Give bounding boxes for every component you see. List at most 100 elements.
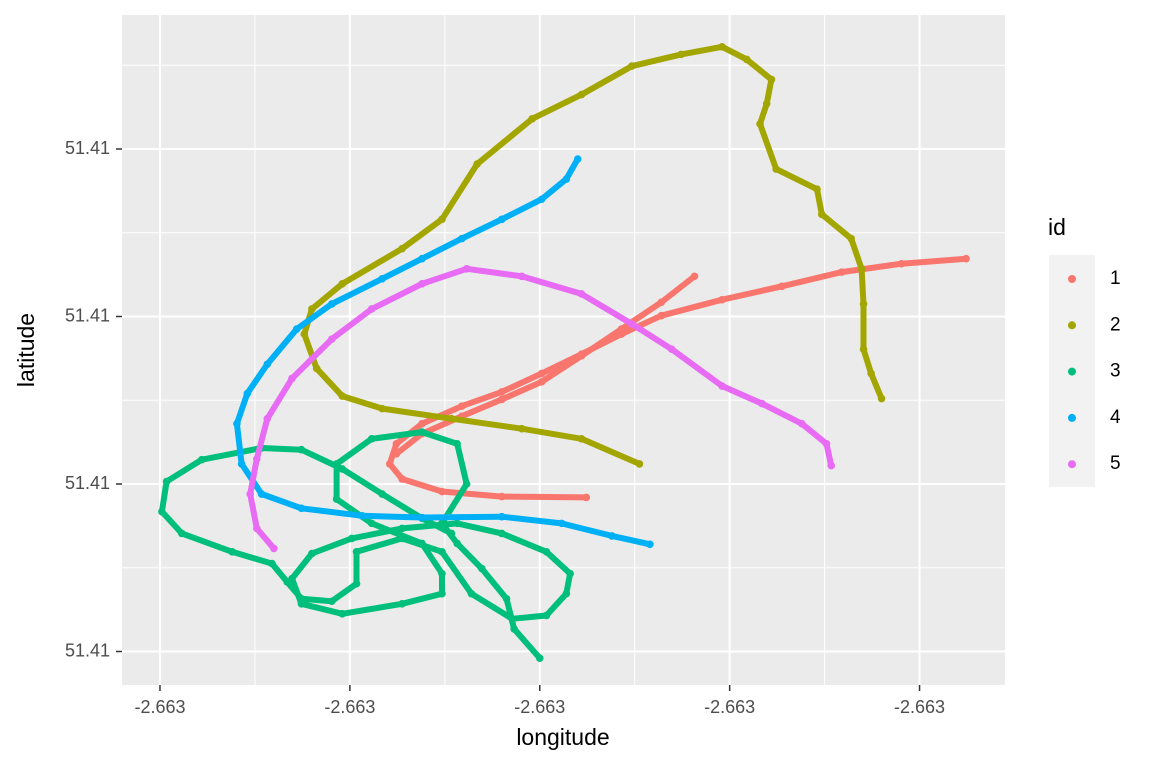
point bbox=[628, 320, 636, 328]
point bbox=[542, 548, 551, 556]
track bbox=[300, 43, 886, 468]
point bbox=[458, 402, 466, 410]
point bbox=[438, 589, 446, 598]
point bbox=[263, 360, 272, 369]
point bbox=[398, 524, 406, 533]
track bbox=[233, 155, 654, 549]
point bbox=[162, 477, 171, 486]
point bbox=[297, 594, 306, 603]
point bbox=[690, 272, 699, 281]
point bbox=[817, 210, 826, 219]
point bbox=[367, 434, 376, 443]
point bbox=[418, 428, 426, 436]
x-axis-title: longitude bbox=[516, 724, 609, 750]
point bbox=[897, 259, 906, 268]
point bbox=[447, 414, 456, 423]
point bbox=[447, 529, 456, 538]
point bbox=[628, 62, 636, 70]
point bbox=[657, 298, 666, 307]
point bbox=[328, 597, 336, 606]
point bbox=[822, 440, 831, 448]
point bbox=[257, 490, 266, 498]
point bbox=[859, 300, 868, 308]
point bbox=[478, 564, 486, 573]
point bbox=[577, 352, 586, 360]
point bbox=[859, 345, 868, 353]
point bbox=[438, 519, 446, 528]
point bbox=[510, 625, 518, 633]
point bbox=[798, 419, 806, 428]
track bbox=[246, 264, 836, 553]
point bbox=[453, 440, 461, 448]
point bbox=[283, 578, 292, 586]
point bbox=[338, 280, 347, 288]
point bbox=[497, 215, 506, 224]
legend-swatch bbox=[1068, 413, 1076, 422]
point bbox=[573, 155, 582, 163]
point bbox=[742, 55, 751, 64]
point bbox=[467, 589, 476, 598]
point bbox=[566, 569, 574, 578]
point bbox=[398, 475, 406, 483]
point bbox=[827, 461, 836, 470]
y-tick-label: 51.41 bbox=[65, 138, 110, 158]
point bbox=[228, 548, 236, 556]
point bbox=[178, 529, 186, 538]
legend-label: 1 bbox=[1110, 268, 1121, 289]
point bbox=[577, 290, 586, 298]
point bbox=[418, 280, 426, 288]
point bbox=[338, 465, 347, 473]
point bbox=[438, 487, 446, 496]
point bbox=[438, 569, 446, 578]
legend-label: 4 bbox=[1110, 407, 1121, 428]
panel bbox=[122, 15, 1005, 685]
point bbox=[367, 305, 376, 313]
point bbox=[646, 540, 654, 549]
point bbox=[497, 388, 506, 396]
point bbox=[608, 532, 616, 540]
point bbox=[297, 504, 306, 513]
y-tick-label: 51.41 bbox=[65, 640, 110, 660]
point bbox=[367, 519, 376, 528]
point bbox=[418, 254, 426, 263]
point bbox=[667, 345, 676, 353]
point bbox=[617, 325, 626, 333]
point bbox=[268, 559, 276, 568]
point bbox=[677, 50, 686, 59]
point bbox=[517, 424, 526, 433]
point bbox=[243, 389, 252, 398]
y-tick-label: 51.41 bbox=[65, 473, 110, 493]
point bbox=[378, 275, 386, 283]
legend-swatch bbox=[1068, 460, 1076, 469]
grid bbox=[122, 15, 1005, 685]
point bbox=[756, 120, 764, 128]
point bbox=[508, 615, 517, 623]
point bbox=[385, 460, 394, 468]
point bbox=[778, 282, 786, 291]
point bbox=[962, 254, 970, 263]
point bbox=[635, 460, 644, 468]
track bbox=[385, 254, 970, 502]
point bbox=[657, 311, 666, 320]
legend-title: id bbox=[1048, 214, 1066, 240]
point bbox=[502, 594, 511, 603]
point bbox=[562, 175, 571, 183]
point bbox=[767, 75, 776, 84]
point bbox=[473, 160, 481, 168]
x-tick-label: -2.663 bbox=[894, 697, 945, 717]
point bbox=[398, 599, 406, 608]
legend-swatch bbox=[1068, 275, 1076, 283]
x-tick-label: -2.663 bbox=[324, 697, 375, 717]
point bbox=[332, 495, 341, 503]
legend-label: 5 bbox=[1110, 453, 1121, 474]
point bbox=[237, 460, 246, 468]
point bbox=[535, 654, 544, 662]
point bbox=[837, 268, 846, 276]
point bbox=[253, 455, 261, 463]
point bbox=[312, 364, 321, 373]
point bbox=[332, 460, 341, 468]
point bbox=[297, 445, 306, 454]
point bbox=[338, 610, 347, 618]
track-line bbox=[158, 429, 574, 662]
